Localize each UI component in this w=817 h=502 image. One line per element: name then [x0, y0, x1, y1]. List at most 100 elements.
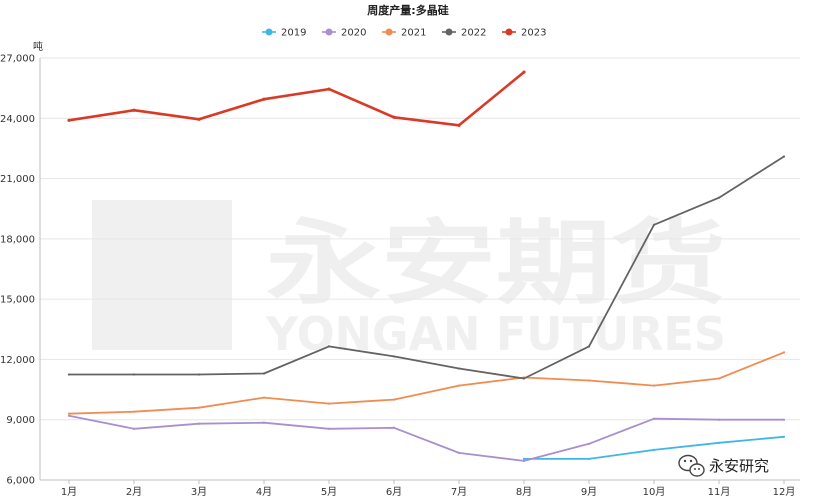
x-tick-label: 11月	[708, 486, 731, 498]
chart-title: 周度产量:多晶硅	[367, 3, 448, 17]
point-2022	[587, 345, 591, 348]
wechat-label: 永安研究	[709, 457, 769, 475]
x-tick-label: 5月	[321, 486, 337, 498]
point-2023	[522, 70, 526, 74]
legend-marker	[445, 28, 453, 36]
y-tick-label: 15,000	[0, 295, 35, 306]
legend-marker	[505, 28, 513, 36]
point-2021	[67, 412, 71, 415]
wechat-badge: 永安研究	[678, 454, 769, 477]
watermark-small-text: FUTURES	[128, 201, 195, 216]
point-2022	[522, 377, 526, 380]
legend-label: 2020	[341, 28, 366, 39]
legend-item-2022[interactable]: 2022	[442, 28, 486, 39]
x-tick-label: 9月	[581, 486, 597, 498]
legend-label: 2019	[281, 28, 306, 39]
point-2020	[457, 451, 461, 454]
legend-marker	[385, 28, 393, 36]
legend-marker	[265, 28, 273, 36]
legend-item-2021[interactable]: 2021	[382, 28, 426, 39]
point-2022	[652, 223, 656, 226]
x-tick-label: 12月	[773, 486, 796, 498]
point-2019	[717, 441, 721, 444]
point-2020	[717, 418, 721, 421]
x-axis: 1月 2月 3月 4月 5月 6月 7月 8月 9月 10月 11月 12月	[61, 480, 796, 498]
point-2022	[457, 367, 461, 370]
wechat-icon	[678, 454, 705, 477]
point-2020	[587, 442, 591, 445]
point-2020	[132, 427, 136, 430]
point-2023	[262, 97, 266, 101]
point-2020	[67, 414, 71, 417]
point-2021	[782, 351, 786, 354]
point-2020	[197, 422, 201, 425]
point-2021	[392, 398, 396, 401]
point-2021	[197, 406, 201, 409]
legend-label: 2022	[461, 28, 486, 39]
x-tick-label: 2月	[126, 486, 142, 498]
point-2022	[327, 345, 331, 348]
point-2022	[262, 372, 266, 375]
y-axis: 6,000 9,000 12,000 15,000 18,000 21,000 24,000…	[0, 54, 35, 487]
watermark: FUTURES YONGAN 永安期货 YONGAN FUTURES	[92, 200, 726, 361]
point-2022	[782, 155, 786, 158]
point-2022	[392, 355, 396, 358]
x-tick-label: 10月	[643, 486, 666, 498]
point-2023	[392, 115, 396, 119]
point-2021	[132, 410, 136, 413]
point-2020	[392, 426, 396, 429]
point-2019	[587, 457, 591, 460]
point-2022	[717, 196, 721, 199]
y-tick-label: 18,000	[0, 234, 35, 245]
point-2020	[782, 418, 786, 421]
y-tick-label: 9,000	[6, 415, 35, 426]
series-line-2020	[68, 414, 784, 462]
point-2022	[132, 373, 136, 376]
point-2019	[522, 457, 526, 460]
grid	[39, 57, 800, 481]
legend-label: 2021	[401, 28, 426, 39]
point-2019	[782, 435, 786, 438]
point-2023	[327, 87, 331, 91]
watermark-logo-text: 永安期货	[266, 210, 726, 317]
legend-item-2019[interactable]: 2019	[262, 28, 306, 39]
series-line-2021	[68, 351, 785, 415]
series-line-2019	[524, 435, 785, 460]
point-2020	[652, 417, 656, 420]
point-2023	[197, 117, 201, 121]
x-tick-label: 8月	[516, 486, 532, 498]
legend-label: 2023	[521, 28, 546, 39]
x-tick-label: 4月	[256, 486, 272, 498]
point-2023	[457, 123, 461, 127]
x-tick-label: 6月	[386, 486, 402, 498]
x-tick-label: 7月	[451, 486, 467, 498]
y-tick-label: 21,000	[0, 174, 35, 185]
x-tick-label: 1月	[61, 486, 77, 498]
point-2021	[457, 384, 461, 387]
series-layer	[67, 70, 786, 463]
watermark-logo-block	[92, 200, 232, 350]
point-2021	[652, 384, 656, 387]
legend-marker	[325, 28, 333, 36]
point-2019	[652, 448, 656, 451]
y-tick-label: 6,000	[6, 476, 35, 487]
series-line-2022	[69, 155, 785, 380]
point-2020	[522, 459, 526, 463]
y-axis-unit: 吨	[33, 40, 43, 53]
point-2021	[327, 402, 331, 405]
point-2022	[67, 373, 71, 376]
watermark-latin-text: YONGAN FUTURES	[265, 307, 726, 361]
point-2020	[262, 421, 266, 424]
point-2020	[327, 427, 331, 430]
point-2023	[132, 108, 136, 112]
x-tick-label: 3月	[191, 486, 207, 498]
legend-item-2023[interactable]: 2023	[502, 28, 546, 39]
legend-item-2020[interactable]: 2020	[322, 28, 366, 39]
point-2023	[67, 118, 71, 122]
y-tick-label: 12,000	[0, 355, 35, 366]
point-2022	[197, 373, 201, 376]
series-line-2023	[68, 71, 525, 127]
y-tick-label: 27,000	[0, 54, 35, 65]
legend: 2019 2020 2021 2022 2023	[262, 28, 546, 39]
